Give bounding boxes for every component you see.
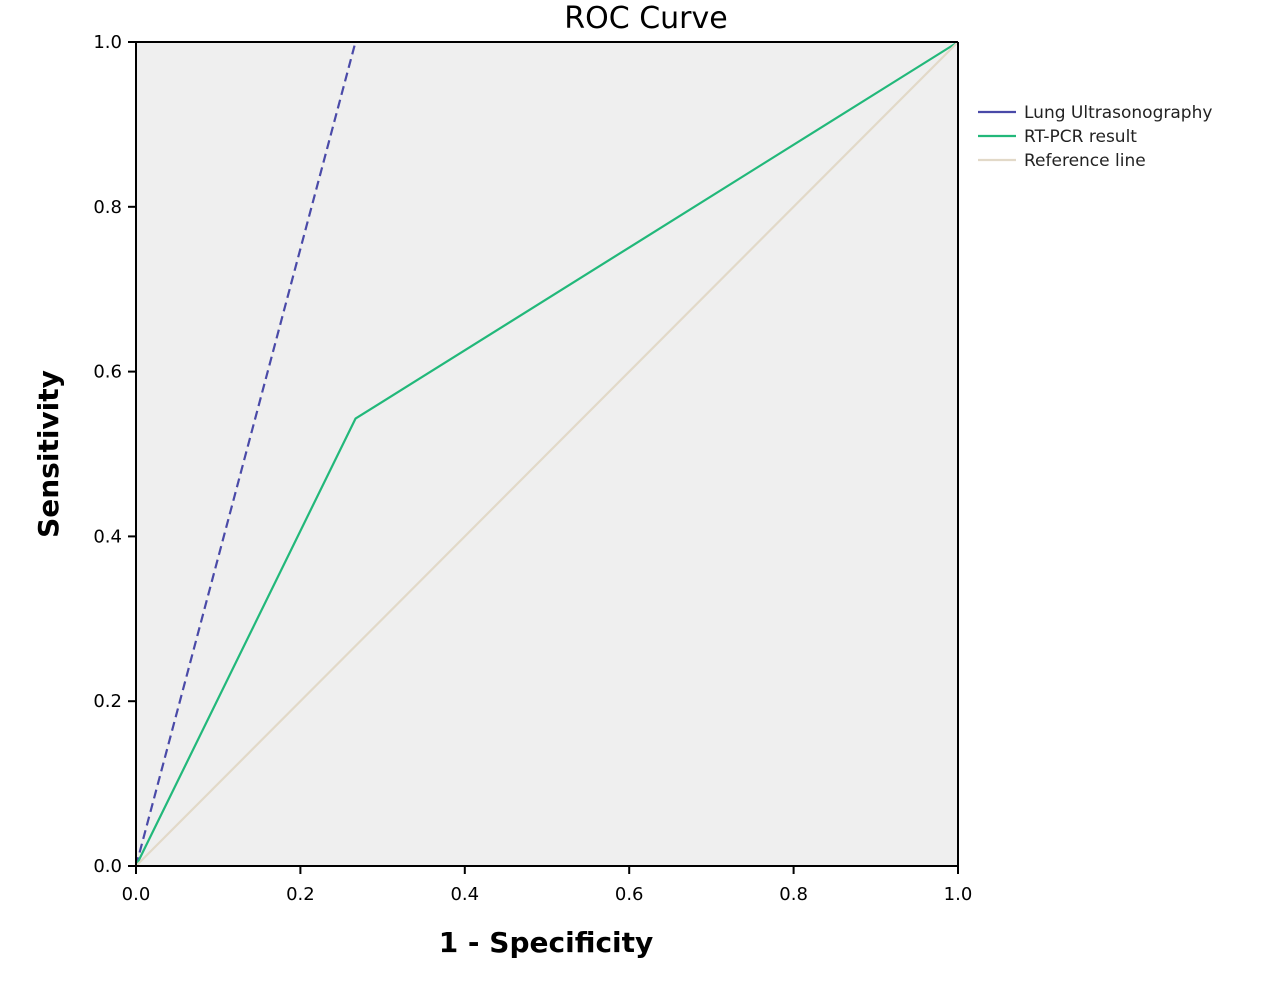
ticks-layer: 0.0 0.2 0.4 0.6 0.8 1.0 0.0 0.2 0.4 0.6 0.8 1.0 — [93, 32, 972, 905]
x-tick-label: 0.0 — [122, 884, 151, 905]
x-tick-label: 0.2 — [286, 884, 315, 905]
legend: Lung Ultrasonography RT-PCR result Referen… — [978, 103, 1212, 171]
x-tick-label: 0.8 — [779, 884, 808, 905]
series-layer — [134, 41, 959, 867]
chart-title: ROC Curve — [564, 1, 727, 36]
axes-layer — [135, 41, 959, 867]
y-tick-label: 0.2 — [93, 691, 122, 712]
series-line-1 — [134, 41, 357, 867]
y-tick-label: 0.4 — [93, 526, 122, 547]
y-axis-label: Sensitivity — [32, 370, 65, 538]
series-line-3 — [135, 41, 959, 867]
x-tick-label: 0.4 — [450, 884, 479, 905]
x-tick-label: 1.0 — [944, 884, 973, 905]
x-axis-label: 1 - Specificity — [439, 926, 654, 959]
legend-label-1: Lung Ultrasonography — [1024, 103, 1212, 123]
y-tick-label: 0.6 — [93, 362, 122, 383]
y-tick-label: 1.0 — [93, 32, 122, 53]
series-line-2 — [135, 41, 959, 867]
legend-label-2: RT-PCR result — [1024, 127, 1137, 147]
y-tick-label: 0.8 — [93, 197, 122, 218]
legend-label-3: Reference line — [1024, 151, 1146, 171]
y-tick-label: 0.0 — [93, 856, 122, 877]
x-tick-label: 0.6 — [615, 884, 644, 905]
